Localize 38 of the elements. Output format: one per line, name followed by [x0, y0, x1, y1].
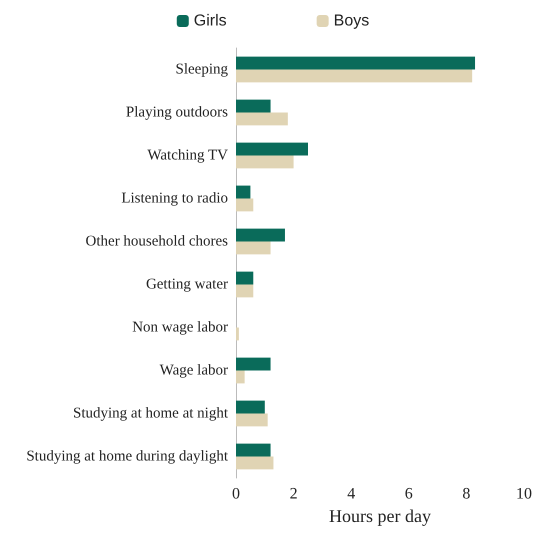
x-tick-label: 6	[404, 486, 413, 502]
bar	[236, 272, 254, 284]
bar	[236, 444, 271, 456]
legend-label: Boys	[334, 12, 370, 30]
bar	[236, 242, 271, 254]
legend-label: Girls	[194, 12, 227, 30]
bar	[236, 100, 271, 112]
x-axis-title: Hours per day	[329, 506, 431, 526]
bar	[236, 328, 239, 340]
bar	[236, 186, 250, 198]
bar	[236, 228, 285, 242]
bar	[236, 456, 274, 470]
bar	[236, 70, 472, 82]
x-tick-label: 0	[232, 486, 240, 502]
y-tick-label: Non wage labor	[132, 320, 228, 336]
y-tick-label: Wage labor	[160, 362, 228, 378]
x-tick-label: 4	[347, 486, 356, 502]
y-tick-label: Listening to radio	[121, 190, 228, 206]
bar	[236, 112, 288, 126]
y-tick-label: Other household chores	[86, 234, 228, 250]
y-tick-label: Getting water	[146, 276, 228, 292]
y-tick-label: Studying at home during daylight	[26, 448, 229, 464]
x-tick-label: 2	[290, 486, 298, 502]
y-tick-label: Watching TV	[147, 148, 228, 164]
y-tick-label: Playing outdoors	[126, 104, 228, 120]
bar	[236, 370, 245, 384]
bar	[236, 56, 476, 70]
bar	[236, 156, 294, 168]
bar	[236, 400, 265, 414]
bar	[236, 284, 254, 298]
bar	[236, 142, 308, 156]
x-tick-label: 8	[462, 486, 470, 502]
bar	[236, 358, 271, 370]
bar	[236, 198, 254, 212]
x-tick-label: 10	[516, 486, 532, 502]
bar	[236, 414, 268, 426]
y-tick-label: Studying at home at night	[73, 406, 229, 422]
y-tick-label: Sleeping	[176, 62, 228, 78]
